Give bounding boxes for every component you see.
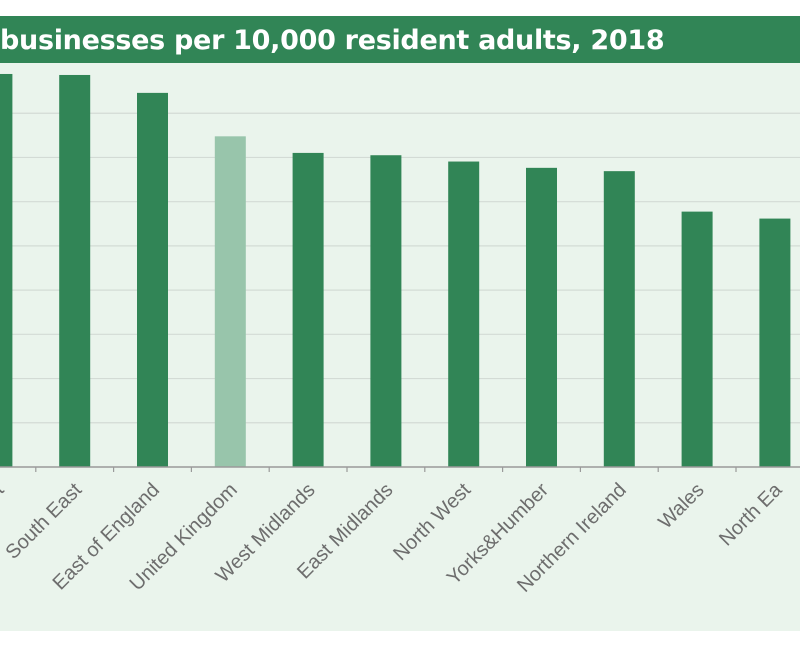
title-banner xyxy=(0,16,800,63)
bar-east-midlands xyxy=(370,155,402,467)
bar-west-midlands xyxy=(292,152,324,467)
bar-yorks-humber xyxy=(526,167,557,467)
chart-title: businesses per 10,000 resident adults, 2… xyxy=(0,25,665,56)
bar-northern-ireland xyxy=(603,171,635,468)
category-label: Wales xyxy=(654,479,708,533)
category-label: North West xyxy=(389,479,475,565)
bar-west xyxy=(0,73,13,467)
bars xyxy=(0,73,791,468)
category-label: West xyxy=(0,479,9,527)
category-label: North Ea xyxy=(715,478,787,550)
category-label: South East xyxy=(1,479,86,564)
bar-south-east xyxy=(59,74,91,467)
x-axis xyxy=(0,466,800,472)
bar-north-west xyxy=(448,161,480,467)
bar-united-kingdom xyxy=(214,136,246,467)
bar-wales xyxy=(681,211,713,467)
bar-north-ea xyxy=(759,218,791,467)
bar-east-of-england xyxy=(137,92,168,467)
